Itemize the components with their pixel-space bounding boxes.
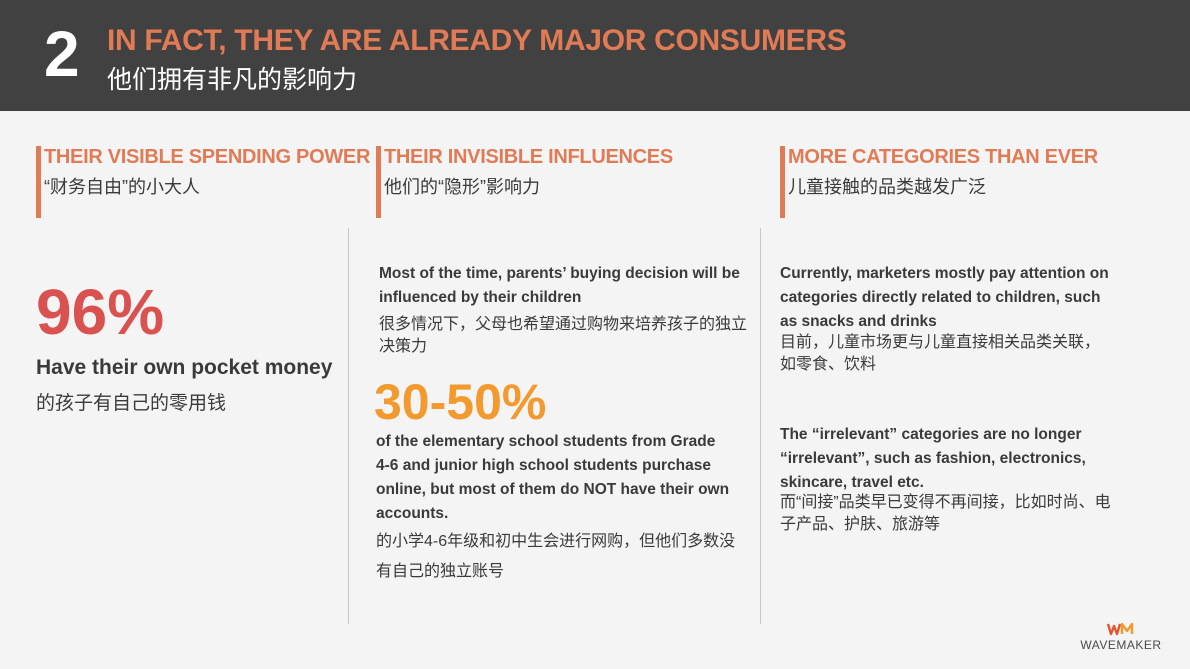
column-heading-1-cn: “财务自由”的小大人 — [44, 177, 200, 197]
column-heading-2-cn: 他们的“隐形”影响力 — [384, 177, 540, 197]
section-number: 2 — [44, 18, 80, 90]
slide-header: 2 IN FACT, THEY ARE ALREADY MAJOR CONSUM… — [0, 0, 1190, 111]
pocket-money-caption-cn: 的孩子有自己的零用钱 — [36, 393, 227, 414]
column-heading-1: THEIR VISIBLE SPENDING POWER “财务自由”的小大人 — [36, 146, 370, 218]
column-heading-3-cn: 儿童接触的品类越发广泛 — [788, 177, 986, 197]
column-heading-2-en: THEIR INVISIBLE INFLUENCES — [384, 146, 673, 168]
column-divider-2 — [760, 228, 761, 624]
wavemaker-logo-icon — [1107, 622, 1134, 636]
pocket-money-caption-en: Have their own pocket money — [36, 356, 333, 379]
wavemaker-logo-text: WAVEMAKER — [1080, 638, 1162, 652]
online-purchase-text-cn: 的小学4-6年级和初中生会进行网购，但他们多数没有自己的独立账号 — [376, 533, 736, 580]
column-heading-3: MORE CATEGORIES THAN EVER 儿童接触的品类越发广泛 — [780, 146, 1098, 218]
influence-text-cn: 很多情况下，父母也希望通过购物来培养孩子的独立决策力 — [379, 316, 748, 355]
online-purchase-text-en: of the elementary school students from G… — [376, 433, 730, 522]
pocket-money-stat: 96% — [36, 276, 165, 348]
influence-text-en: Most of the time, parents’ buying decisi… — [379, 265, 740, 306]
wavemaker-logo: WAVEMAKER — [1076, 622, 1166, 652]
slide-title-en: IN FACT, THEY ARE ALREADY MAJOR CONSUMER… — [107, 24, 847, 57]
column-heading-1-en: THEIR VISIBLE SPENDING POWER — [44, 146, 371, 168]
column-divider-1 — [348, 228, 349, 624]
irrelevant-text-en: The “irrelevant” categories are no longe… — [780, 426, 1086, 491]
column-heading-3-en: MORE CATEGORIES THAN EVER — [788, 146, 1098, 168]
slide-title-cn: 他们拥有非凡的影响力 — [107, 66, 358, 94]
irrelevant-text-cn: 而“间接”品类早已变得不再间接，比如时尚、电子产品、护肤、旅游等 — [780, 494, 1111, 533]
categories-text-cn: 目前，儿童市场更与儿童直接相关品类关联，如零食、饮料 — [780, 334, 1101, 373]
column-heading-2: THEIR INVISIBLE INFLUENCES 他们的“隐形”影响力 — [376, 146, 673, 218]
online-purchase-stat: 30-50% — [374, 374, 547, 430]
categories-text-en: Currently, marketers mostly pay attentio… — [780, 265, 1109, 330]
